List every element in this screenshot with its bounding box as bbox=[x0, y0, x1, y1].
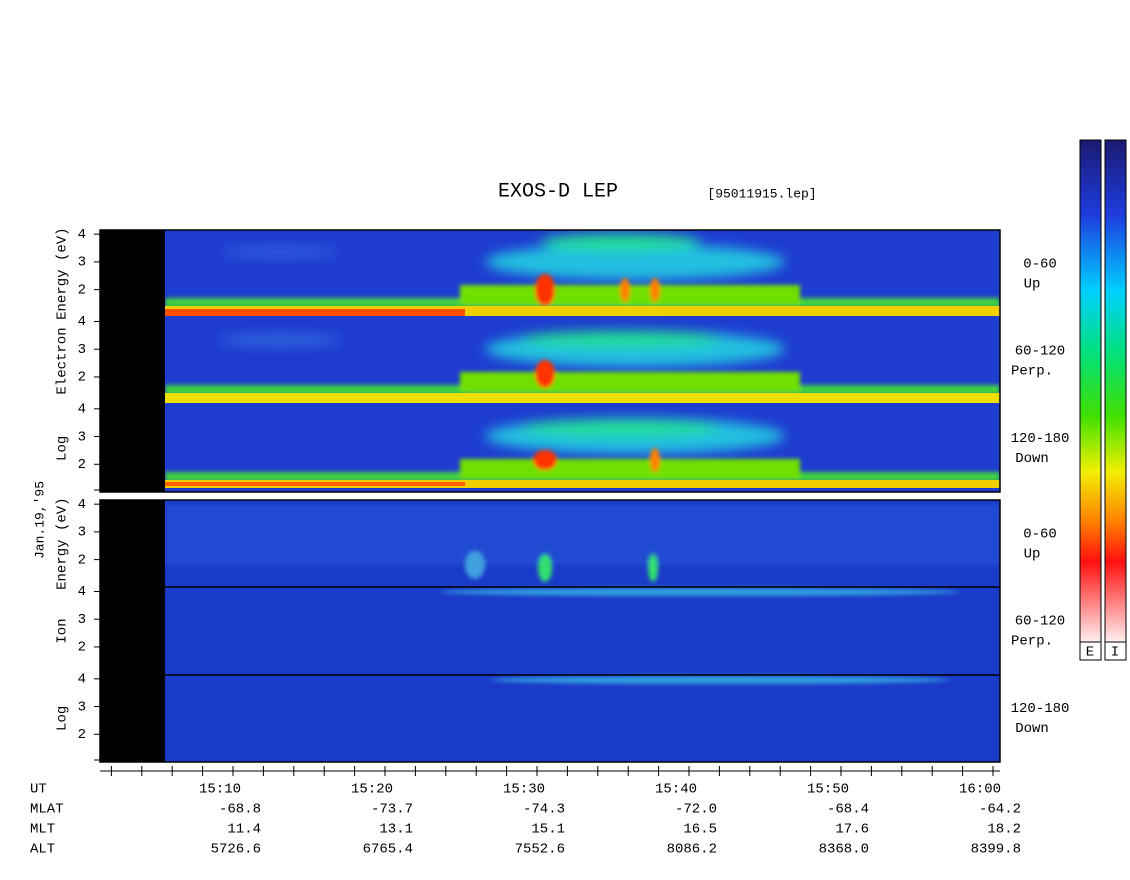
ion-spectrogram bbox=[100, 500, 1000, 762]
y-tick-label: 3 bbox=[78, 699, 86, 715]
row-value: 16.5 bbox=[683, 822, 717, 838]
colorbar-i bbox=[1104, 139, 1127, 643]
time-label: 15:30 bbox=[503, 782, 545, 798]
y-tick-label: 2 bbox=[78, 727, 86, 743]
time-label: 16:00 bbox=[959, 782, 1001, 798]
row-value: -72.0 bbox=[675, 802, 717, 818]
row-value: 18.2 bbox=[987, 822, 1021, 838]
row-value: 8399.8 bbox=[971, 842, 1021, 858]
row-value: 17.6 bbox=[835, 822, 869, 838]
y-axis-label: Log bbox=[55, 706, 71, 731]
y-tick-label: 2 bbox=[78, 552, 86, 568]
channel-angle: 120-180 bbox=[1011, 701, 1070, 717]
y-axis-label: Energy (eV) bbox=[55, 497, 71, 589]
y-tick-label: 3 bbox=[78, 429, 86, 445]
row-value: 13.1 bbox=[379, 822, 413, 838]
row-value: 6765.4 bbox=[363, 842, 413, 858]
y-axis-label: Ion bbox=[55, 618, 71, 643]
row-value: -73.7 bbox=[371, 802, 413, 818]
channel-direction: Down bbox=[1015, 451, 1049, 467]
row-value: 11.4 bbox=[227, 822, 261, 838]
row-name: ALT bbox=[30, 842, 55, 858]
time-label: 15:20 bbox=[351, 782, 393, 798]
electron-frame bbox=[99, 229, 1001, 493]
channel-direction: Perp. bbox=[1011, 634, 1053, 650]
channel-direction: Up bbox=[1024, 276, 1041, 292]
y-tick-label: 3 bbox=[78, 342, 86, 358]
row-value: 7552.6 bbox=[515, 842, 565, 858]
date: Jan.19,'95 bbox=[32, 481, 47, 559]
row-value: -64.2 bbox=[979, 802, 1021, 818]
title: EXOS-D LEP bbox=[498, 180, 618, 203]
y-tick-label: 3 bbox=[78, 612, 86, 628]
row-value: -68.4 bbox=[827, 802, 869, 818]
channel-direction: Perp. bbox=[1011, 364, 1053, 380]
channel-direction: Down bbox=[1015, 721, 1049, 737]
y-tick-label: 3 bbox=[78, 525, 86, 541]
file-name: [95011915.lep] bbox=[707, 186, 816, 201]
y-tick-label: 2 bbox=[78, 282, 86, 298]
y-tick-label: 2 bbox=[78, 640, 86, 656]
row-value: 8368.0 bbox=[819, 842, 869, 858]
colorbar-label: E bbox=[1086, 645, 1094, 661]
row-name: MLAT bbox=[30, 802, 64, 818]
y-tick-label: 2 bbox=[78, 370, 86, 386]
ion-frame bbox=[99, 499, 1001, 763]
y-tick-label: 4 bbox=[78, 497, 86, 513]
y-tick-label: 4 bbox=[78, 314, 86, 330]
y-tick-label: 4 bbox=[78, 672, 86, 688]
channel-direction: Up bbox=[1024, 546, 1041, 562]
y-tick-label: 3 bbox=[78, 255, 86, 271]
y-axis-label: Electron bbox=[55, 327, 71, 394]
time-label: 15:10 bbox=[199, 782, 241, 798]
time-label: 15:50 bbox=[807, 782, 849, 798]
channel-angle: 0-60 bbox=[1023, 526, 1057, 542]
y-axis-label: Energy (eV) bbox=[55, 227, 71, 319]
row-name: UT bbox=[30, 782, 47, 798]
channel-angle: 0-60 bbox=[1023, 256, 1057, 272]
row-value: 15.1 bbox=[531, 822, 565, 838]
y-tick-label: 2 bbox=[78, 457, 86, 473]
row-value: -74.3 bbox=[523, 802, 565, 818]
colorbar-e bbox=[1079, 139, 1102, 643]
colorbar-label: I bbox=[1111, 645, 1119, 661]
colorbar-label-box bbox=[1079, 641, 1102, 661]
time-label: 15:40 bbox=[655, 782, 697, 798]
colorbar-label-box bbox=[1104, 641, 1127, 661]
channel-angle: 120-180 bbox=[1011, 431, 1070, 447]
channel-angle: 60-120 bbox=[1015, 344, 1065, 360]
electron-spectrogram bbox=[100, 230, 1000, 492]
row-value: -68.8 bbox=[219, 802, 261, 818]
y-tick-label: 4 bbox=[78, 227, 86, 243]
y-tick-label: 4 bbox=[78, 402, 86, 418]
row-name: MLT bbox=[30, 822, 55, 838]
row-value: 8086.2 bbox=[667, 842, 717, 858]
y-tick-label: 4 bbox=[78, 584, 86, 600]
y-axis-label: Log bbox=[55, 436, 71, 461]
row-value: 5726.6 bbox=[211, 842, 261, 858]
channel-angle: 60-120 bbox=[1015, 614, 1065, 630]
